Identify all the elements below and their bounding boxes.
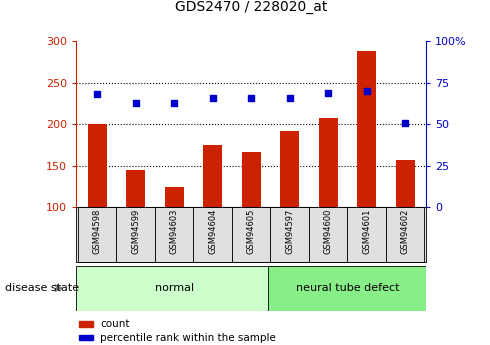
Text: GSM94603: GSM94603 bbox=[170, 209, 179, 254]
Text: neural tube defect: neural tube defect bbox=[295, 283, 399, 293]
Bar bbox=[270, 207, 309, 262]
Point bbox=[93, 92, 101, 97]
Bar bbox=[280, 131, 299, 207]
Bar bbox=[203, 145, 222, 207]
Bar bbox=[386, 207, 424, 262]
Bar bbox=[79, 335, 94, 340]
Text: GSM94599: GSM94599 bbox=[131, 209, 140, 254]
Bar bbox=[232, 207, 270, 262]
Bar bbox=[78, 207, 116, 262]
Point bbox=[324, 90, 332, 96]
Bar bbox=[155, 207, 194, 262]
Bar bbox=[76, 266, 272, 311]
Bar bbox=[357, 51, 376, 207]
Point bbox=[132, 100, 140, 106]
Text: disease state: disease state bbox=[5, 283, 79, 293]
Bar bbox=[395, 160, 415, 207]
Point bbox=[286, 95, 294, 100]
Bar bbox=[79, 322, 94, 327]
Text: GSM94602: GSM94602 bbox=[401, 209, 410, 254]
Text: GSM94597: GSM94597 bbox=[285, 209, 294, 254]
Bar bbox=[309, 207, 347, 262]
Point bbox=[209, 95, 217, 100]
Bar bbox=[318, 118, 338, 207]
Text: count: count bbox=[100, 319, 130, 329]
Point bbox=[170, 100, 178, 106]
Text: GSM94598: GSM94598 bbox=[93, 209, 101, 254]
Bar bbox=[116, 207, 155, 262]
Point bbox=[363, 88, 370, 94]
Bar bbox=[88, 124, 107, 207]
Point bbox=[247, 95, 255, 100]
Text: normal: normal bbox=[154, 283, 194, 293]
Bar bbox=[347, 207, 386, 262]
Bar bbox=[269, 266, 426, 311]
Text: GSM94604: GSM94604 bbox=[208, 209, 217, 254]
Point bbox=[401, 120, 409, 125]
Text: GDS2470 / 228020_at: GDS2470 / 228020_at bbox=[175, 0, 327, 14]
Text: percentile rank within the sample: percentile rank within the sample bbox=[100, 333, 276, 343]
Text: GSM94605: GSM94605 bbox=[246, 209, 256, 254]
Text: GSM94600: GSM94600 bbox=[323, 209, 333, 254]
Text: GSM94601: GSM94601 bbox=[362, 209, 371, 254]
Bar bbox=[194, 207, 232, 262]
Bar bbox=[165, 187, 184, 207]
Bar bbox=[242, 151, 261, 207]
Bar bbox=[126, 170, 145, 207]
